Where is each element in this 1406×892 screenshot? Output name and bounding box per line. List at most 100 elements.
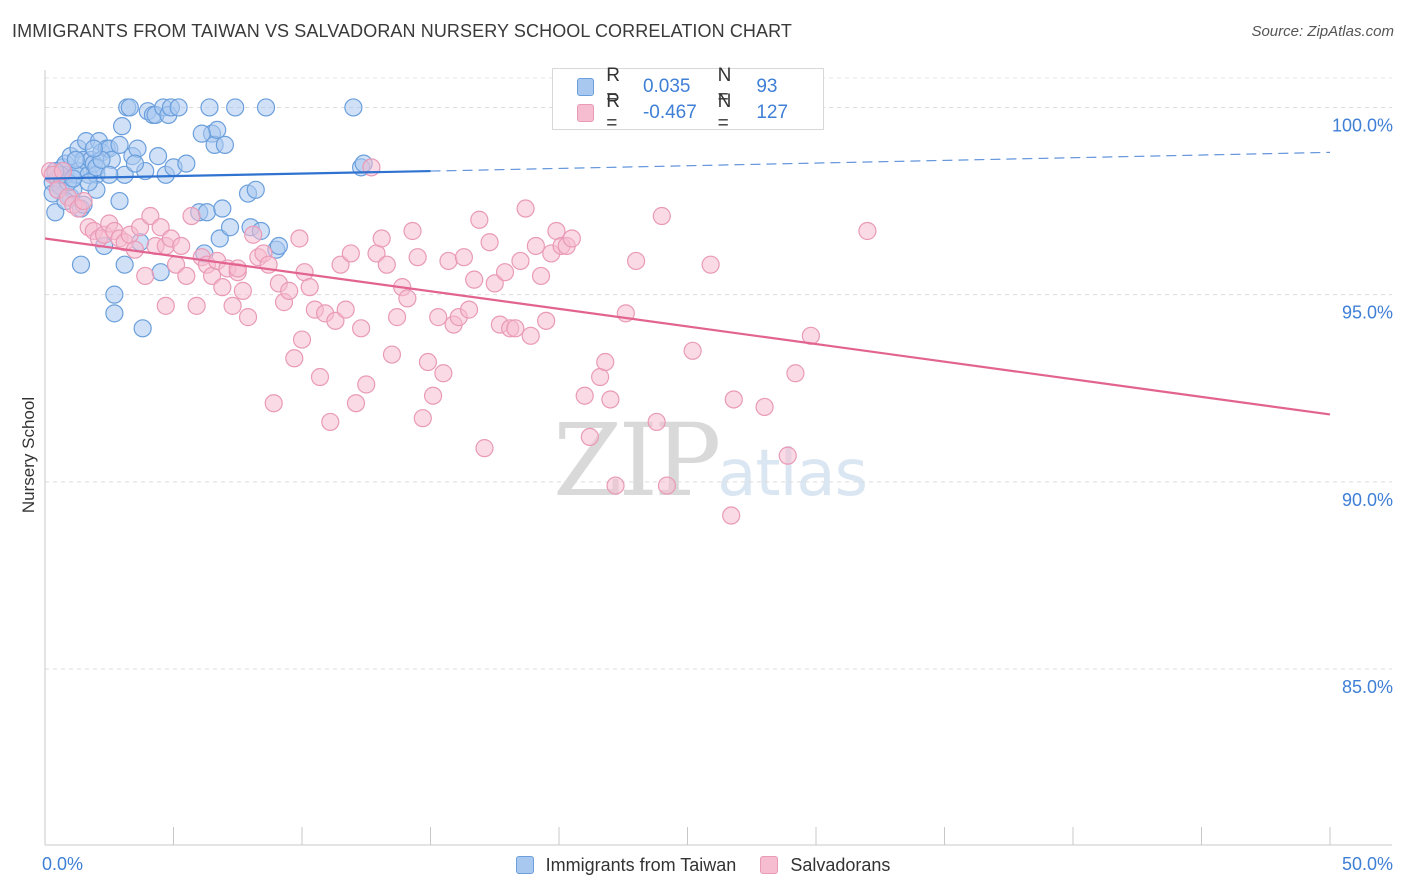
salvadoran-point — [172, 236, 191, 256]
salvadoran-point — [228, 259, 247, 278]
salvadoran-point — [429, 308, 448, 327]
salvadoran-point — [423, 386, 443, 405]
stats-swatch-taiwan — [577, 78, 595, 96]
salvadoran-point — [858, 221, 877, 241]
stats-swatch-salvadoran — [577, 104, 595, 122]
salvadoran-point — [346, 394, 366, 413]
salvadoran-point — [321, 412, 340, 432]
x-tick-label: 50.0% — [1342, 854, 1393, 874]
salvadoran-point — [434, 364, 453, 383]
y-tick-label: 85.0% — [1342, 677, 1393, 697]
legend: Immigrants from Taiwan Salvadorans — [0, 852, 1406, 878]
legend-label-taiwan: Immigrants from Taiwan — [545, 854, 737, 875]
salvadoran-point — [377, 255, 396, 274]
salvadoran-point — [575, 386, 594, 405]
taiwan-point — [220, 218, 240, 237]
taiwan-point — [226, 98, 245, 117]
salvadoran-point — [130, 218, 150, 237]
taiwan-point — [133, 319, 152, 338]
salvadoran-point — [516, 199, 535, 218]
salvadoran-point — [506, 319, 525, 338]
taiwan-point — [66, 150, 85, 169]
salvadoran-point — [223, 296, 242, 315]
salvadoran-point — [786, 364, 805, 383]
taiwan-point — [210, 229, 229, 248]
salvadoran-point — [244, 225, 263, 244]
salvadoran-point — [470, 210, 489, 229]
salvadoran-point — [562, 229, 581, 248]
taiwan-point — [169, 98, 188, 117]
salvadoran-point — [511, 251, 530, 271]
taiwan-point — [128, 139, 147, 158]
salvadoran-point — [372, 229, 391, 248]
salvadoran-point — [652, 206, 671, 226]
x-tick-label: 0.0% — [42, 854, 83, 874]
y-tick-label: 90.0% — [1342, 490, 1393, 510]
salvadoran-point — [601, 390, 620, 409]
salvadoran-trend-line — [44, 237, 1331, 416]
salvadoran-point — [187, 296, 206, 315]
salvadoran-point — [264, 394, 283, 413]
salvadoran-point — [233, 281, 252, 300]
salvadoran-point — [151, 218, 170, 237]
taiwan-point — [256, 98, 276, 117]
salvadoran-point — [285, 349, 304, 368]
salvadoran-point — [341, 244, 360, 263]
salvadoran-point — [182, 206, 201, 226]
salvadoran-point — [480, 233, 499, 252]
taiwan-point — [192, 124, 211, 143]
n-label: N = — [717, 65, 732, 108]
taiwan-point — [200, 98, 219, 117]
taiwan-trend-line — [44, 169, 431, 180]
salvadoran-point — [724, 390, 743, 409]
salvadoran-point — [156, 296, 175, 315]
taiwan-point — [148, 147, 168, 166]
stats-row-salvadoran: R = -0.467 N = 127 — [577, 91, 823, 134]
salvadoran-point — [459, 300, 479, 319]
legend-item-taiwan[interactable]: Immigrants from Taiwan — [515, 854, 737, 876]
taiwan-point — [151, 263, 170, 282]
taiwan-point — [120, 98, 139, 117]
watermark-zip: ZIP — [553, 402, 721, 519]
taiwan-point — [215, 135, 234, 154]
stats-box: R = 0.035 N = 93 R = -0.467 N = 127 — [552, 65, 824, 134]
watermark: ZIPatlas — [553, 402, 868, 519]
salvadoran-point — [521, 326, 540, 345]
taiwan-point — [177, 154, 196, 173]
salvadoran-point — [310, 367, 330, 387]
salvadoran-point — [398, 289, 417, 308]
y-tick-label: 100.0% — [1332, 115, 1393, 135]
salvadoran-point — [701, 255, 720, 274]
salvadoran-point — [495, 263, 515, 282]
legend-item-salvadoran[interactable]: Salvadorans — [760, 855, 890, 876]
r-label: R = — [606, 65, 620, 108]
taiwan-trend-extension — [430, 151, 1331, 172]
legend-swatch-taiwan — [515, 856, 534, 874]
salvadoran-point — [596, 352, 615, 372]
salvadoran-point — [53, 161, 73, 181]
taiwan-point — [110, 191, 129, 211]
legend-swatch-salvadoran — [760, 856, 779, 874]
r-value-salvadoran: -0.467 — [642, 102, 697, 123]
y-tick-label: 95.0% — [1342, 303, 1393, 323]
legend-label-salvadoran: Salvadorans — [790, 854, 891, 875]
salvadoran-point — [326, 311, 345, 330]
taiwan-point — [125, 154, 145, 173]
r-value-taiwan: 0.035 — [642, 76, 691, 97]
salvadoran-point — [136, 266, 155, 286]
salvadoran-point — [580, 427, 599, 447]
salvadoran-point — [331, 255, 350, 274]
chart-title: IMMIGRANTS FROM TAIWAN VS SALVADORAN NUR… — [12, 21, 793, 41]
source-label: Source: ZipAtlas.com — [1251, 23, 1394, 40]
salvadoran-point — [290, 229, 309, 248]
salvadoran-point — [336, 300, 355, 319]
taiwan-point — [110, 135, 129, 154]
salvadoran-point — [352, 319, 371, 338]
n-label: N = — [717, 91, 732, 134]
taiwan-point — [344, 98, 363, 117]
taiwan-point — [105, 304, 124, 323]
salvadoran-point — [141, 206, 160, 226]
taiwan-point — [112, 117, 132, 136]
taiwan-point — [100, 165, 119, 184]
